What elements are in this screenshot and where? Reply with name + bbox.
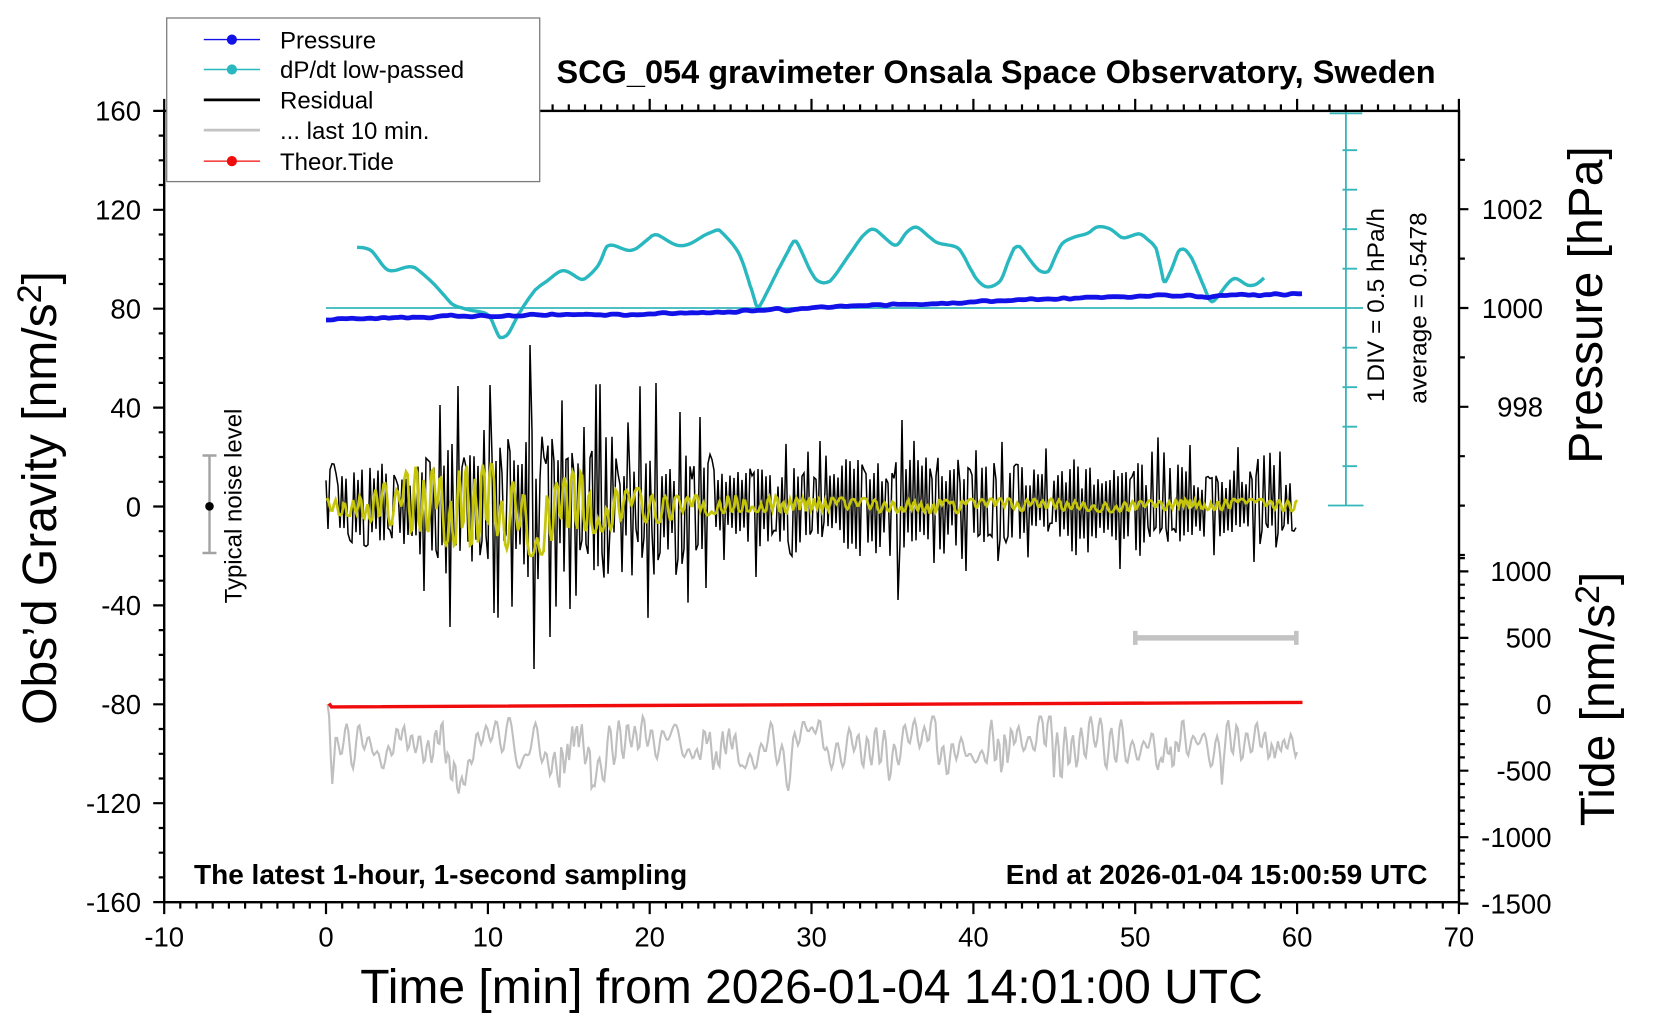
svg-text:10: 10 xyxy=(473,922,504,953)
svg-text:20: 20 xyxy=(634,922,665,953)
svg-text:Pressure: Pressure xyxy=(280,27,376,54)
svg-text:0: 0 xyxy=(1536,689,1551,720)
svg-text:average = 0.5478: average = 0.5478 xyxy=(1406,212,1433,403)
svg-text:70: 70 xyxy=(1444,922,1475,953)
svg-text:Pressure [hPa]: Pressure [hPa] xyxy=(1560,146,1613,463)
svg-text:1002: 1002 xyxy=(1482,194,1543,225)
svg-text:Typical noise level: Typical noise level xyxy=(221,409,248,604)
svg-text:-40: -40 xyxy=(101,590,141,621)
svg-text:-10: -10 xyxy=(144,922,184,953)
svg-text:40: 40 xyxy=(110,392,141,423)
svg-text:End at 2026-01-04 15:00:59 UTC: End at 2026-01-04 15:00:59 UTC xyxy=(1006,859,1428,890)
svg-text:The latest 1-hour, 1-second sa: The latest 1-hour, 1-second sampling xyxy=(194,859,687,890)
svg-text:... last 10 min.: ... last 10 min. xyxy=(280,118,429,145)
svg-text:Theor.Tide: Theor.Tide xyxy=(280,149,394,176)
svg-text:SCG_054 gravimeter Onsala Spac: SCG_054 gravimeter Onsala Space Observat… xyxy=(556,54,1435,90)
svg-text:-120: -120 xyxy=(86,788,141,819)
svg-text:0: 0 xyxy=(318,922,333,953)
svg-text:0: 0 xyxy=(126,491,141,522)
svg-text:160: 160 xyxy=(95,96,141,127)
svg-text:1000: 1000 xyxy=(1482,293,1543,324)
svg-text:-500: -500 xyxy=(1496,756,1551,787)
svg-text:50: 50 xyxy=(1120,922,1151,953)
svg-text:dP/dt low-passed: dP/dt low-passed xyxy=(280,57,464,84)
svg-text:Time [min] from 2026-01-04 14:: Time [min] from 2026-01-04 14:01:00 UTC xyxy=(360,961,1263,1014)
svg-text:-160: -160 xyxy=(86,887,141,918)
svg-text:Obs’d Gravity [nm/s2]: Obs’d Gravity [nm/s2] xyxy=(11,271,67,725)
svg-text:-1000: -1000 xyxy=(1481,822,1551,853)
svg-text:1000: 1000 xyxy=(1490,556,1551,587)
svg-text:998: 998 xyxy=(1497,392,1543,423)
svg-text:-1500: -1500 xyxy=(1481,888,1551,919)
svg-text:Tide [nm/s2]: Tide [nm/s2] xyxy=(1569,572,1625,827)
svg-text:60: 60 xyxy=(1282,922,1313,953)
svg-text:1 DIV = 0.5 hPa/h: 1 DIV = 0.5 hPa/h xyxy=(1363,208,1390,402)
svg-text:80: 80 xyxy=(110,294,141,325)
svg-text:-80: -80 xyxy=(101,689,141,720)
svg-text:Residual: Residual xyxy=(280,88,373,115)
svg-text:120: 120 xyxy=(95,195,141,226)
svg-text:40: 40 xyxy=(958,922,989,953)
svg-text:30: 30 xyxy=(796,922,827,953)
svg-text:500: 500 xyxy=(1506,623,1552,654)
